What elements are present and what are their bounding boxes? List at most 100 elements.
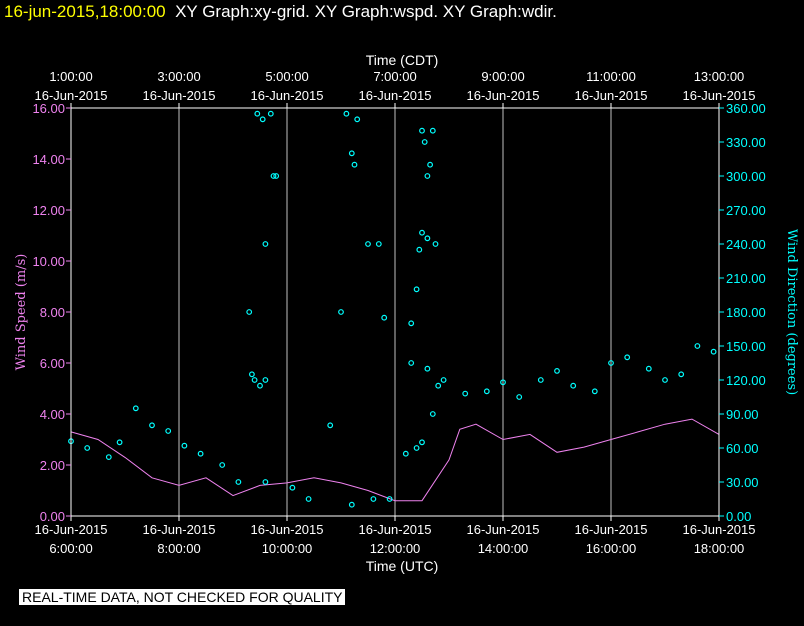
- wind-direction-point: [432, 241, 439, 247]
- top-tick-time: 1:00:00: [49, 69, 92, 84]
- wind-direction-point: [348, 501, 355, 508]
- wind-direction-point: [591, 388, 598, 395]
- wind-direction-point: [624, 354, 631, 361]
- title-timestamp: 16-jun-2015,18:00:00: [4, 2, 166, 21]
- right-tick-label: 120.00: [726, 373, 766, 388]
- wind-direction-point: [165, 428, 172, 434]
- quality-notice: REAL-TIME DATA, NOT CHECKED FOR QUALITY: [19, 589, 346, 605]
- axis-ticks: [66, 103, 724, 521]
- wind-direction-point: [462, 390, 469, 397]
- left-tick-label: 4.00: [40, 407, 65, 422]
- wind-direction-point: [219, 462, 226, 468]
- bottom-tick-time: 16:00:00: [586, 541, 637, 556]
- right-tick-label: 0.00: [726, 509, 751, 524]
- right-tick-label: 180.00: [726, 305, 766, 320]
- bottom-tick-date: 16-Jun-2015: [251, 522, 324, 537]
- bottom-tick-date: 16-Jun-2015: [575, 522, 648, 537]
- wind-direction-point: [248, 371, 255, 378]
- wind-direction-point: [149, 422, 155, 429]
- wind-speed-series: [70, 418, 720, 502]
- right-tick-label: 90.00: [726, 407, 759, 422]
- left-tick-label: 14.00: [32, 152, 65, 167]
- wind-direction-point: [516, 394, 523, 400]
- wind-direction-point: [419, 127, 425, 134]
- wind-direction-point: [500, 379, 506, 386]
- top-tick-time: 3:00:00: [157, 69, 200, 84]
- wind-direction-point: [483, 388, 490, 395]
- wind-direction-point: [402, 450, 409, 457]
- wind-direction-point: [413, 445, 420, 451]
- wind-direction-point: [570, 382, 577, 389]
- right-tick-label: 270.00: [726, 203, 766, 218]
- wind-direction-point: [327, 422, 334, 429]
- wind-direction-point: [105, 454, 112, 461]
- wind-direction-point: [354, 116, 361, 123]
- wind-direction-point: [273, 173, 280, 179]
- left-tick-label: 0.00: [40, 509, 65, 524]
- top-tick-date: 16-Jun-2015: [143, 88, 216, 103]
- right-tick-label: 240.00: [726, 237, 766, 252]
- left-tick-label: 2.00: [40, 458, 65, 473]
- right-tick-label: 30.00: [726, 475, 759, 490]
- top-tick-time: 13:00:00: [694, 69, 745, 84]
- wind-direction-point: [429, 127, 436, 134]
- wind-direction-point: [694, 343, 701, 349]
- wind-direction-point: [262, 479, 269, 485]
- wind-direction-point: [386, 496, 393, 502]
- bottom-tick-time: 14:00:00: [478, 541, 529, 556]
- x-axis-label-bottom: Time (UTC): [366, 558, 439, 574]
- bottom-tick-time: 10:00:00: [262, 541, 313, 556]
- top-tick-date: 16-Jun-2015: [575, 88, 648, 103]
- bottom-tick-date: 16-Jun-2015: [359, 522, 432, 537]
- wind-direction-point: [645, 365, 652, 372]
- left-tick-label: 8.00: [40, 305, 65, 320]
- wind-direction-point: [259, 116, 266, 123]
- wind-direction-point: [678, 371, 685, 378]
- bottom-tick-time: 18:00:00: [694, 541, 745, 556]
- wind-direction-point: [197, 450, 204, 457]
- wind-direction-point: [710, 348, 717, 355]
- bottom-tick-date: 16-Jun-2015: [143, 522, 216, 537]
- wind-direction-point: [554, 368, 560, 374]
- wind-direction-point: [419, 229, 425, 236]
- right-tick-label: 210.00: [726, 271, 766, 286]
- wind-direction-point: [429, 411, 436, 417]
- wind-direction-point: [262, 241, 269, 247]
- top-tick-time: 11:00:00: [586, 69, 636, 84]
- left-tick-label: 6.00: [40, 356, 65, 371]
- top-tick-date: 16-Jun-2015: [359, 88, 432, 103]
- wind-direction-point: [419, 439, 425, 446]
- bottom-tick-time: 8:00:00: [157, 541, 200, 556]
- wind-direction-point: [375, 241, 382, 247]
- y-axis-label-left: Wind Speed (m/s): [14, 254, 29, 371]
- wind-direction-point: [435, 382, 442, 389]
- bottom-tick-time: 6:00:00: [49, 541, 92, 556]
- wind-direction-point: [537, 377, 544, 383]
- wind-direction-point: [608, 360, 614, 366]
- wind-direction-point: [408, 320, 415, 327]
- wind-direction-point: [262, 377, 269, 383]
- wind-direction-point: [370, 496, 377, 502]
- right-tick-label: 330.00: [726, 135, 766, 150]
- top-tick-date: 16-Jun-2015: [35, 88, 108, 103]
- axis-labels: 16-Jun-2015 6:00:00 16-Jun-2015 8:00:00 16-J…: [14, 52, 799, 574]
- wind-direction-point: [365, 241, 371, 247]
- wind-direction-point: [662, 377, 668, 383]
- wind-direction-point: [235, 479, 242, 485]
- wind-direction-point: [440, 377, 447, 383]
- wind-direction-point: [424, 235, 431, 242]
- wind-direction-point: [413, 286, 420, 293]
- wind-direction-point: [421, 139, 428, 145]
- right-tick-label: 360.00: [726, 101, 766, 116]
- wind-direction-point: [343, 110, 350, 117]
- wind-direction-point: [254, 110, 261, 117]
- wind-direction-point: [305, 496, 312, 502]
- left-tick-label: 12.00: [32, 203, 65, 218]
- bottom-tick-date: 16-Jun-2015: [467, 522, 540, 537]
- bottom-tick-date: 16-Jun-2015: [35, 522, 108, 537]
- right-tick-label: 60.00: [726, 441, 759, 456]
- bottom-tick-date: 16-Jun-2015: [683, 522, 756, 537]
- wind-speed-line: [70, 418, 720, 502]
- wind-direction-point: [267, 110, 274, 117]
